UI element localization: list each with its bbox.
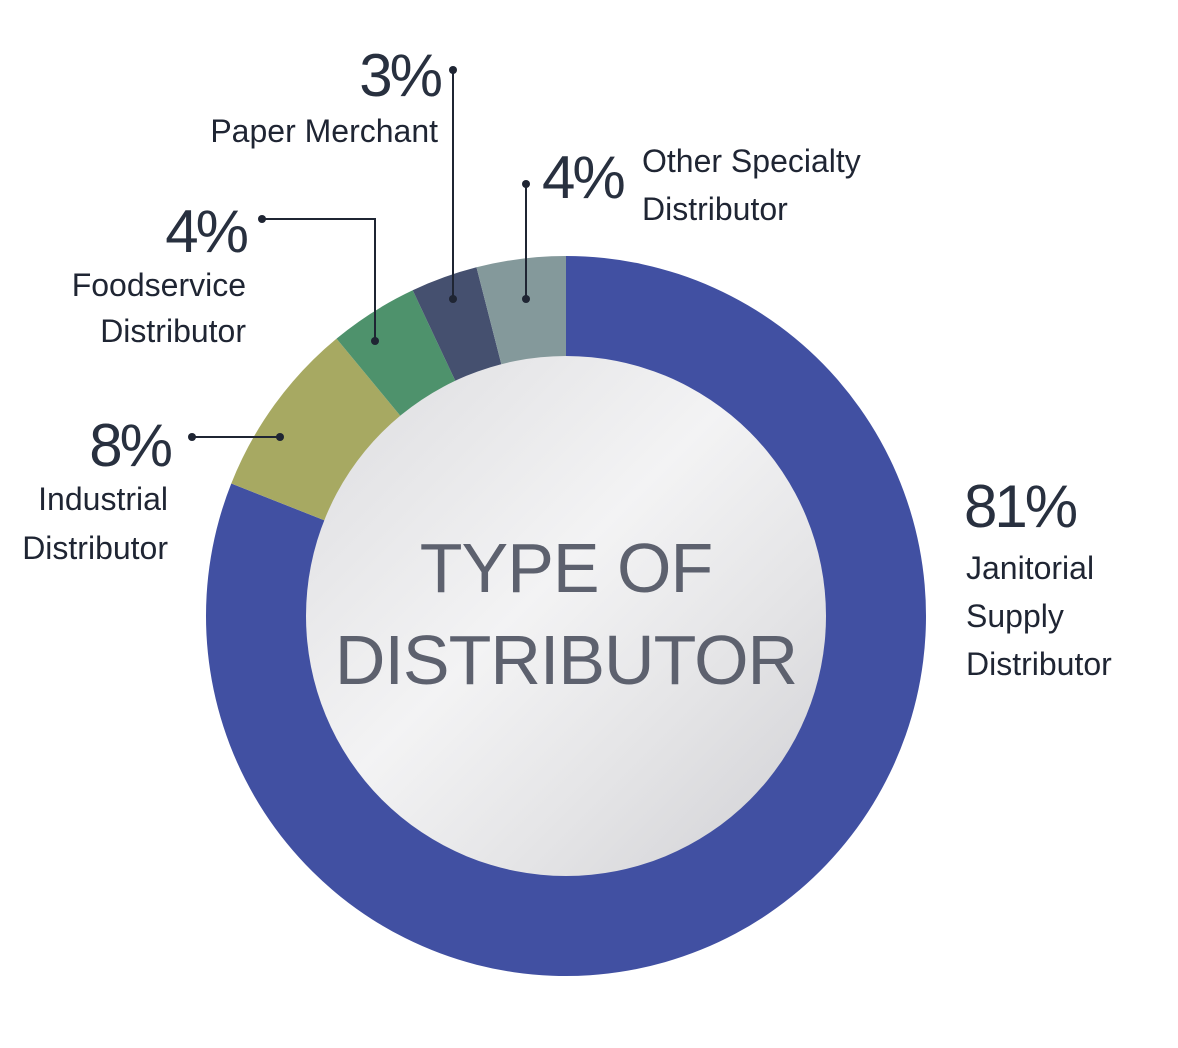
leader-foodservice-dot-end xyxy=(371,337,379,345)
label-other-specialty-line-2: Distributor xyxy=(642,191,788,227)
slice-foodservice-distributor xyxy=(336,290,457,418)
leader-foodservice xyxy=(262,218,376,341)
label-industrial-line-1: Industrial xyxy=(38,481,168,517)
label-janitorial-line-3: Distributor xyxy=(966,646,1112,682)
label-janitorial: 81% Janitorial Supply Distributor xyxy=(964,473,1112,682)
slice-paper-merchant xyxy=(412,267,502,383)
label-other-specialty: 4% Other Specialty Distributor xyxy=(542,143,861,227)
leader-foodservice-dot-start xyxy=(258,215,266,223)
leader-paper-dot-end xyxy=(449,295,457,303)
label-industrial: 8% Industrial Distributor xyxy=(22,412,174,566)
pct-industrial: 8% xyxy=(89,412,171,479)
leader-industrial-dot-end xyxy=(276,433,284,441)
pct-foodservice: 4% xyxy=(165,198,247,265)
leader-other-specialty-dot-end xyxy=(522,295,530,303)
center-label-line-2: DISTRIBUTOR xyxy=(335,621,797,699)
donut-center-disc xyxy=(306,356,826,876)
label-foodservice: 4% Foodservice Distributor xyxy=(72,198,251,349)
label-paper-merchant: 3% Paper Merchant xyxy=(210,42,444,149)
leader-paper-dot-start xyxy=(449,66,457,74)
label-industrial-line-2: Distributor xyxy=(22,530,168,566)
label-janitorial-line-2: Supply xyxy=(966,598,1064,634)
leader-lines xyxy=(188,66,530,441)
pct-other-specialty: 4% xyxy=(542,144,624,211)
slice-industrial-distributor xyxy=(231,338,402,522)
donut-slices xyxy=(206,256,926,976)
label-janitorial-line-1: Janitorial xyxy=(966,550,1094,586)
label-foodservice-line-2: Distributor xyxy=(100,313,246,349)
slice-other-specialty-distributor xyxy=(476,256,566,367)
center-label-line-1: TYPE OF xyxy=(420,529,712,607)
label-paper-merchant-line-1: Paper Merchant xyxy=(210,113,438,149)
pct-janitorial: 81% xyxy=(964,473,1077,540)
leader-industrial-dot-start xyxy=(188,433,196,441)
leader-other-specialty-dot-start xyxy=(522,180,530,188)
pct-paper-merchant: 3% xyxy=(359,42,441,109)
label-other-specialty-line-1: Other Specialty xyxy=(642,143,861,179)
label-foodservice-line-1: Foodservice xyxy=(72,267,246,303)
